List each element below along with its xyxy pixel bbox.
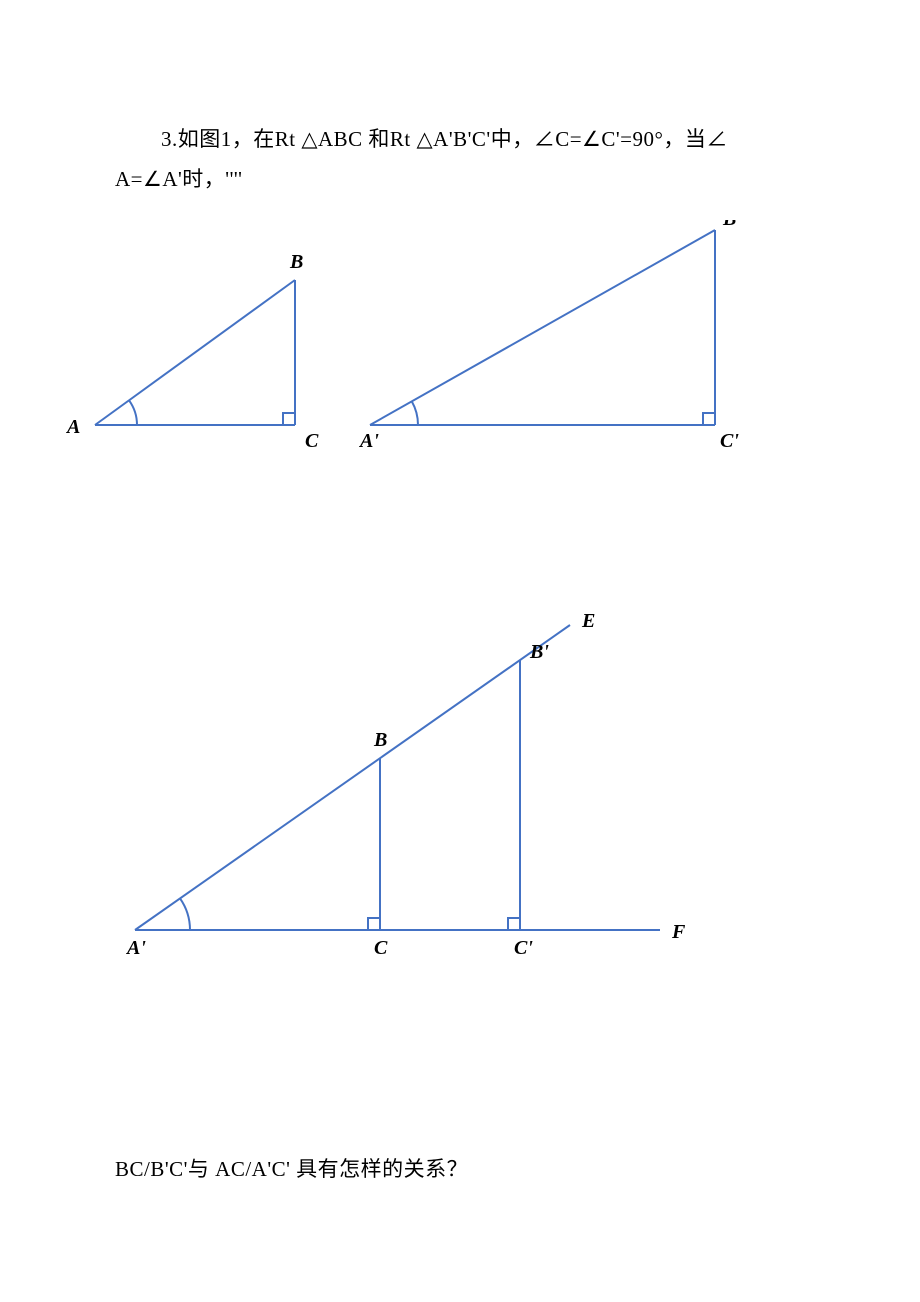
svg-text:B': B': [722, 220, 742, 230]
svg-text:B: B: [289, 251, 303, 273]
svg-text:C: C: [374, 937, 388, 959]
diagram-bottom: A' B C B' C' E F: [100, 610, 740, 980]
svg-text:B': B': [529, 641, 549, 663]
diagram-top: A B C A' B' C': [60, 220, 800, 470]
svg-text:C': C': [720, 430, 739, 452]
svg-text:A: A: [65, 416, 80, 438]
svg-text:C': C': [514, 937, 533, 959]
problem-text: 3.如图1，在Rt △ABC 和Rt △A'B'C'中，∠C=∠C'=90°，当…: [115, 120, 835, 200]
svg-text:B: B: [373, 729, 387, 751]
svg-text:C: C: [305, 430, 319, 452]
question-text: BC/B'C'与 AC/A'C' 具有怎样的关系？: [115, 1150, 835, 1190]
intro-line1: 3.如图1，在Rt △ABC 和Rt △A'B'C'中，∠C=∠C'=90°，当…: [161, 127, 728, 151]
svg-text:F: F: [671, 921, 686, 943]
svg-text:E: E: [581, 610, 595, 632]
svg-text:A': A': [358, 430, 379, 452]
intro-line2: A=∠A'时，'''': [115, 167, 242, 191]
svg-text:A': A': [125, 937, 146, 959]
question-line: BC/B'C'与 AC/A'C' 具有怎样的关系？: [115, 1157, 468, 1181]
